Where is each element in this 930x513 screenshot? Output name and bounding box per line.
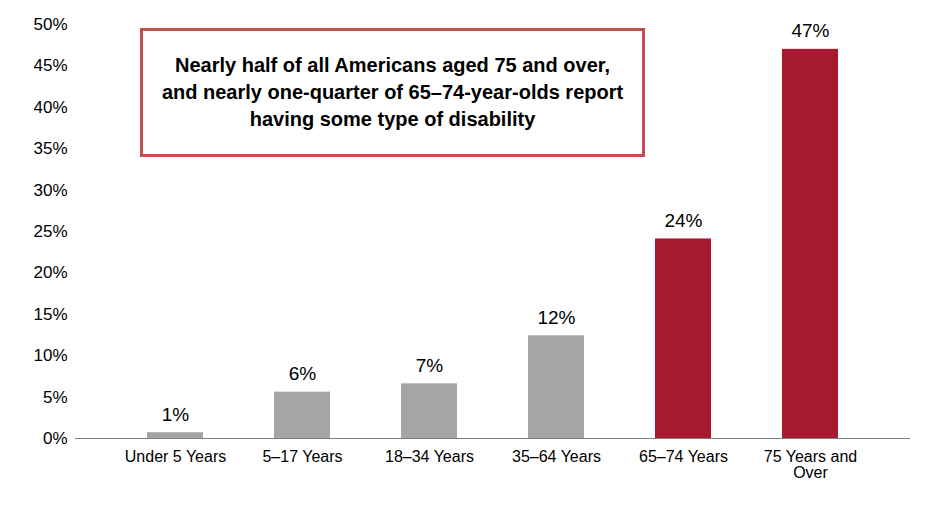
svg-text:25%: 25%	[33, 222, 67, 241]
svg-text:7%: 7%	[416, 355, 444, 376]
svg-text:Under 5 Years: Under 5 Years	[125, 448, 226, 465]
svg-text:20%: 20%	[33, 263, 67, 282]
svg-text:30%: 30%	[33, 181, 67, 200]
svg-text:18–34 Years: 18–34 Years	[385, 448, 474, 465]
svg-text:24%: 24%	[664, 210, 702, 231]
svg-text:35–64 Years: 35–64 Years	[512, 448, 601, 465]
svg-text:15%: 15%	[33, 305, 67, 324]
svg-text:5%: 5%	[43, 388, 68, 407]
svg-text:65–74 Years: 65–74 Years	[639, 448, 728, 465]
svg-text:35%: 35%	[33, 139, 67, 158]
svg-text:1%: 1%	[162, 404, 190, 425]
svg-text:40%: 40%	[33, 98, 67, 117]
svg-text:45%: 45%	[33, 56, 67, 75]
svg-text:6%: 6%	[289, 363, 317, 384]
svg-text:10%: 10%	[33, 346, 67, 365]
svg-text:75 Years andOver: 75 Years andOver	[764, 448, 857, 481]
svg-text:0%: 0%	[43, 429, 68, 448]
html-text:Nearly half of all Americans a: Nearly half of all Americans aged 75 and…	[161, 54, 624, 130]
svg-text:12%: 12%	[537, 307, 575, 328]
svg-text:47%: 47%	[791, 20, 829, 41]
svg-text:50%: 50%	[33, 15, 67, 34]
svg-text:5–17 Years: 5–17 Years	[262, 448, 342, 465]
